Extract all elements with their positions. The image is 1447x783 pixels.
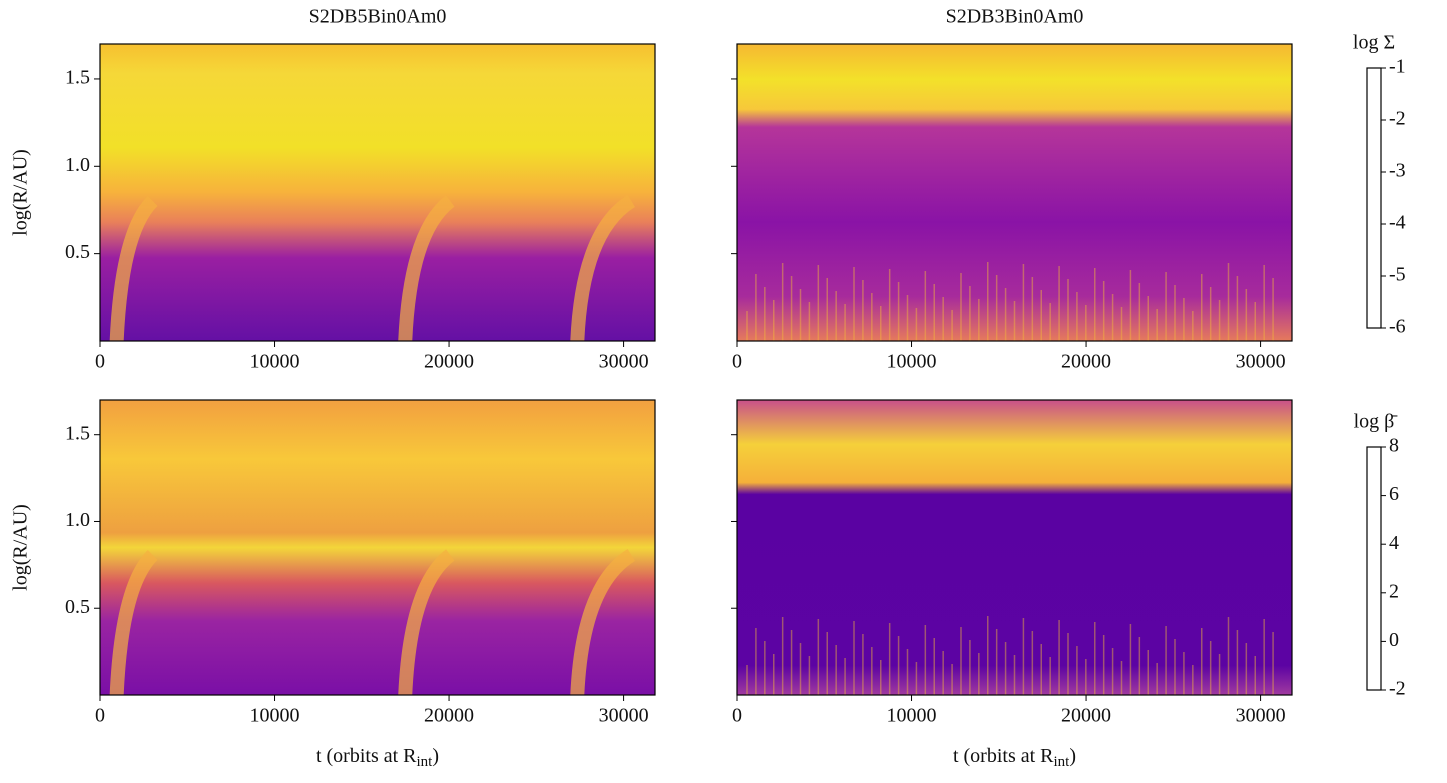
x-axis-label-end: )	[432, 745, 439, 767]
x-tick-label: 20000	[1061, 351, 1111, 373]
heatmap-feature	[570, 549, 636, 696]
axes-frame	[736, 399, 1293, 696]
heatmap-feature	[398, 195, 455, 342]
y-tick-label: 1.5	[65, 422, 90, 444]
x-tick-label: 10000	[887, 351, 937, 373]
x-axis-label-sub: int	[417, 754, 434, 770]
heatmap	[100, 400, 655, 695]
colorbar-tick-label: 8	[1389, 435, 1399, 457]
y-tick-label: 1.5	[65, 67, 90, 89]
x-axis-label-text: t (orbits at R	[953, 745, 1054, 767]
y-axis-label: log(R/AU)	[10, 149, 32, 236]
y-tick-label: 0.5	[65, 241, 90, 263]
x-axis-label-sub: int	[1054, 754, 1071, 770]
heatmap	[737, 44, 1292, 341]
x-tick-label: 20000	[424, 705, 474, 727]
x-tick-label: 30000	[599, 705, 649, 727]
colorbar-label: log Σ	[1353, 32, 1395, 54]
x-tick-label: 20000	[424, 351, 474, 373]
x-tick-label: 30000	[599, 351, 649, 373]
heatmap	[100, 44, 655, 341]
heatmap-feature	[570, 195, 636, 342]
axes-frame	[99, 399, 656, 696]
colorbar-tick-label: 6	[1389, 483, 1399, 505]
x-tick-label: 30000	[1236, 351, 1286, 373]
colorbar-tick-label: -4	[1389, 212, 1406, 234]
x-axis-label-end: )	[1069, 745, 1076, 767]
heatmap-feature	[109, 549, 158, 696]
y-tick-label: 1.0	[65, 509, 90, 531]
heatmap-feature	[398, 549, 455, 696]
x-axis-label: t (orbits at Rint)	[953, 745, 1076, 771]
axes-frame	[736, 43, 1293, 342]
x-tick-label: 0	[95, 705, 105, 727]
x-tick-label: 10000	[250, 705, 300, 727]
x-tick-label: 0	[732, 705, 742, 727]
panel-title: S2DB3Bin0Am0	[946, 6, 1084, 28]
colorbar-tick-label: -2	[1389, 108, 1406, 130]
x-tick-label: 10000	[250, 351, 300, 373]
panel-title: S2DB5Bin0Am0	[309, 6, 447, 28]
colorbar-tick-label: -1	[1389, 56, 1406, 78]
x-tick-label: 20000	[1061, 705, 1111, 727]
x-axis-label-text: t (orbits at R	[316, 745, 417, 767]
colorbar	[1366, 67, 1382, 329]
x-tick-label: 0	[95, 351, 105, 373]
x-tick-label: 30000	[1236, 705, 1286, 727]
colorbar	[1366, 446, 1382, 691]
y-tick-label: 1.0	[65, 154, 90, 176]
colorbar-label: log β̄	[1354, 411, 1399, 433]
colorbar-tick-label: 0	[1389, 629, 1399, 651]
heatmap-feature	[109, 195, 158, 342]
x-tick-label: 0	[732, 351, 742, 373]
colorbar-tick-label: 2	[1389, 580, 1399, 602]
axes-frame	[99, 43, 656, 342]
y-axis-label: log(R/AU)	[10, 504, 32, 591]
x-tick-label: 10000	[887, 705, 937, 727]
colorbar-tick-label: -6	[1389, 316, 1406, 338]
colorbar-tick-label: -3	[1389, 160, 1406, 182]
heatmap	[737, 400, 1292, 695]
y-tick-label: 0.5	[65, 596, 90, 618]
colorbar-tick-label: -5	[1389, 264, 1406, 286]
colorbar-tick-label: 4	[1389, 532, 1399, 554]
colorbar-tick-label: -2	[1389, 678, 1406, 700]
x-axis-label: t (orbits at Rint)	[316, 745, 439, 771]
